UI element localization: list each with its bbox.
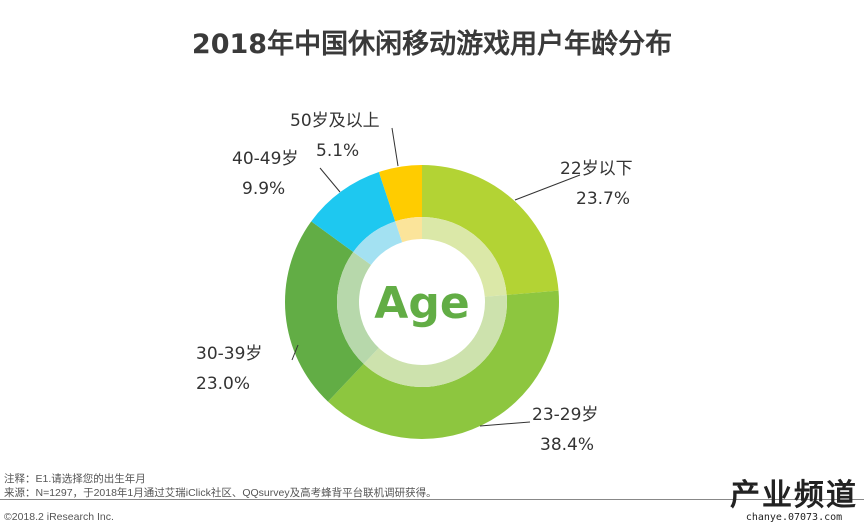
slice-value: 23.0% bbox=[196, 374, 251, 394]
slice-value: 9.9% bbox=[242, 179, 286, 199]
slice-value: 23.7% bbox=[576, 189, 631, 209]
slice-4 bbox=[378, 165, 422, 222]
center-label: Age bbox=[374, 278, 469, 329]
leader-line-3 bbox=[319, 167, 341, 193]
leader-line-1 bbox=[479, 421, 531, 427]
slice-1 bbox=[327, 290, 559, 439]
slice-label: 22岁以下 bbox=[560, 159, 633, 179]
inner-slice-4 bbox=[395, 217, 422, 243]
chart-title: 2018年中国休闲移动游戏用户年龄分布 bbox=[191, 29, 673, 60]
slice-value: 5.1% bbox=[316, 141, 360, 161]
slice-label: 40-49岁 bbox=[232, 149, 299, 169]
slice-label: 30-39岁 bbox=[196, 344, 263, 364]
slice-3 bbox=[311, 171, 396, 252]
slice-value: 38.4% bbox=[540, 435, 595, 455]
label-slice-1: 23-29岁 38.4% bbox=[532, 404, 598, 456]
footnote: 注释：E1.请选择您的出生年月 bbox=[4, 473, 146, 485]
inner-slice-3 bbox=[353, 221, 403, 265]
slice-label: 50岁及以上 bbox=[290, 111, 380, 131]
leader-line-2 bbox=[291, 344, 299, 361]
inner-slice-0 bbox=[422, 217, 507, 297]
slice-0 bbox=[422, 165, 559, 295]
watermark-logo: 产业频道 chanye.07073.com bbox=[730, 478, 858, 524]
source-note: 来源：N=1297，于2018年1月通过艾瑞iClick社区、QQsurvey及… bbox=[4, 487, 437, 499]
slice-2 bbox=[284, 221, 364, 402]
inner-slice-1 bbox=[363, 294, 508, 388]
copyright: ©2018.2 iResearch Inc. bbox=[4, 511, 114, 523]
inner-slice-2 bbox=[337, 251, 379, 364]
watermark-text: 产业频道 bbox=[730, 478, 858, 513]
watermark-url: chanye.07073.com bbox=[745, 512, 843, 523]
label-slice-0: 22岁以下 23.7% bbox=[560, 158, 633, 210]
label-slice-4: 50岁及以上 5.1% bbox=[290, 110, 380, 162]
label-slice-2: 30-39岁 23.0% bbox=[196, 343, 262, 395]
leader-line-0 bbox=[514, 174, 581, 201]
leader-line-4 bbox=[391, 127, 399, 167]
label-slice-3: 40-49岁 9.9% bbox=[232, 148, 298, 200]
divider bbox=[0, 499, 864, 500]
slice-label: 23-29岁 bbox=[532, 405, 599, 425]
